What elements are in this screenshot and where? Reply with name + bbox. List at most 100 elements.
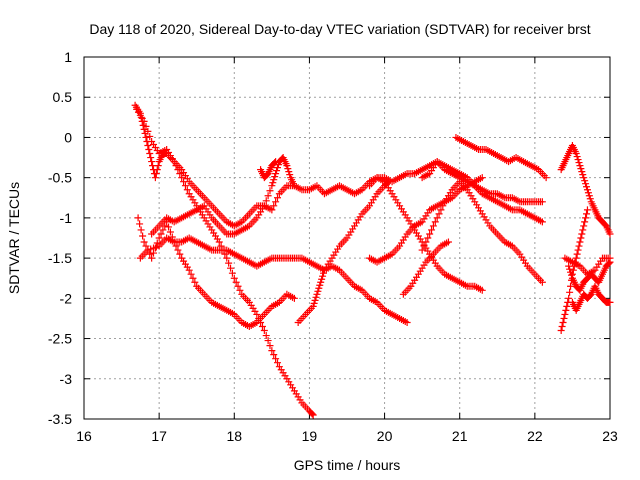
data-point bbox=[271, 173, 279, 181]
data-point bbox=[187, 270, 195, 278]
data-point bbox=[577, 234, 585, 242]
series-arc-15 bbox=[557, 141, 614, 238]
data-point bbox=[579, 226, 587, 234]
data-point bbox=[586, 195, 594, 203]
data-point bbox=[139, 232, 147, 240]
axis-ticks: 16 17 18 19 20 21 22 23 1 0.5 0 -0.5 -1 -1.5 -2 -2.5 -3 -… bbox=[48, 49, 618, 444]
data-point bbox=[439, 202, 447, 210]
data-point bbox=[181, 182, 189, 190]
series-arc-18 bbox=[561, 254, 614, 278]
data-point bbox=[584, 189, 592, 197]
data-point bbox=[444, 238, 452, 246]
data-point bbox=[426, 230, 434, 238]
data-point bbox=[581, 218, 589, 226]
data-point bbox=[270, 176, 278, 184]
data-point bbox=[283, 162, 291, 170]
data-point bbox=[165, 223, 173, 231]
data-point bbox=[433, 214, 441, 222]
data-point bbox=[578, 168, 586, 176]
data-point bbox=[562, 306, 570, 314]
data-point bbox=[272, 198, 280, 206]
data-point bbox=[575, 242, 583, 250]
series-arc-12 bbox=[452, 133, 550, 182]
data-point bbox=[134, 214, 142, 222]
data-point bbox=[581, 177, 589, 185]
data-point bbox=[270, 351, 278, 359]
data-point bbox=[319, 272, 327, 280]
data-point bbox=[148, 158, 156, 166]
data-point bbox=[310, 299, 318, 307]
x-tick-label: 19 bbox=[302, 428, 318, 444]
x-axis-title: GPS time / hours bbox=[294, 457, 401, 473]
grid bbox=[84, 57, 610, 419]
data-point bbox=[308, 410, 316, 418]
data-point bbox=[172, 162, 180, 170]
y-tick-label: -2.5 bbox=[48, 331, 72, 347]
x-tick-label: 16 bbox=[76, 428, 92, 444]
data-point bbox=[418, 246, 426, 254]
data-point bbox=[580, 174, 588, 182]
data-point bbox=[575, 159, 583, 167]
data-point bbox=[157, 230, 165, 238]
data-point bbox=[236, 286, 244, 294]
series-arc-10 bbox=[399, 238, 452, 298]
chart-title: Day 118 of 2020, Sidereal Day-to-day VTE… bbox=[89, 21, 590, 37]
data-point bbox=[312, 293, 320, 301]
data-point bbox=[152, 170, 160, 178]
data-point bbox=[538, 198, 546, 206]
data-point bbox=[431, 218, 439, 226]
data-point bbox=[437, 206, 445, 214]
data-point bbox=[266, 342, 274, 350]
data-point bbox=[273, 167, 281, 175]
data-point bbox=[147, 154, 155, 162]
data-point bbox=[285, 168, 293, 176]
data-point bbox=[228, 269, 236, 277]
data-point bbox=[559, 318, 567, 326]
data-point bbox=[215, 238, 223, 246]
y-tick-label: -0.5 bbox=[48, 170, 72, 186]
data-point bbox=[583, 206, 591, 214]
data-point bbox=[576, 162, 584, 170]
data-point bbox=[315, 284, 323, 292]
series-arc-11 bbox=[418, 178, 546, 286]
data-point bbox=[566, 265, 574, 273]
series-arc-17 bbox=[568, 282, 614, 314]
data-point bbox=[232, 278, 240, 286]
data-point bbox=[576, 238, 584, 246]
data-point bbox=[270, 202, 278, 210]
data-point bbox=[606, 298, 614, 306]
y-tick-label: -3 bbox=[60, 371, 73, 387]
data-point bbox=[176, 250, 184, 258]
data-point bbox=[266, 187, 274, 195]
data-point bbox=[142, 242, 150, 250]
data-point bbox=[268, 182, 276, 190]
data-point bbox=[435, 210, 443, 218]
series-arc-3 bbox=[134, 214, 298, 330]
data-point bbox=[185, 266, 193, 274]
data-point bbox=[227, 264, 235, 272]
data-point bbox=[573, 250, 581, 258]
data-point bbox=[136, 220, 144, 228]
data-point bbox=[146, 150, 154, 158]
data-point bbox=[314, 287, 322, 295]
data-point bbox=[264, 337, 272, 345]
data-point bbox=[290, 182, 298, 190]
data-point bbox=[183, 186, 191, 194]
y-tick-label: -1 bbox=[60, 210, 73, 226]
x-tick-label: 20 bbox=[377, 428, 393, 444]
y-tick-label: 1 bbox=[64, 49, 72, 65]
data-point bbox=[579, 171, 587, 179]
data-point bbox=[309, 302, 317, 310]
series-arc-5 bbox=[148, 154, 298, 238]
data-point bbox=[424, 234, 432, 242]
series-arc-14 bbox=[557, 206, 591, 335]
data-point bbox=[272, 158, 280, 166]
data-point bbox=[566, 288, 574, 296]
data-point bbox=[585, 192, 593, 200]
data-point bbox=[560, 314, 568, 322]
data-point bbox=[565, 294, 573, 302]
series-arc-13 bbox=[418, 158, 546, 226]
data-markers bbox=[131, 101, 614, 419]
